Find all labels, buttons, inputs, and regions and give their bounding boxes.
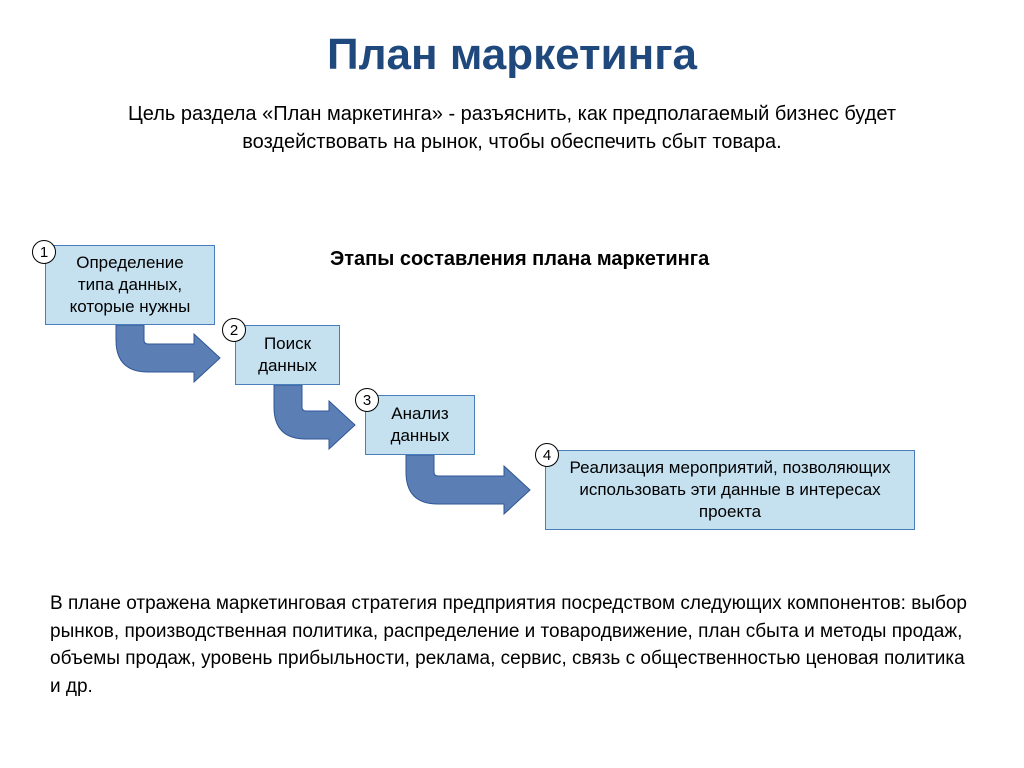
step-badge-2: 2	[222, 318, 246, 342]
step-box-1: Определение типа данных, которые нужны	[45, 245, 215, 325]
step-box-2: Поиск данных	[235, 325, 340, 385]
step-box-3: Анализ данных	[365, 395, 475, 455]
bottom-paragraph: В плане отражена маркетинговая стратегия…	[50, 590, 974, 700]
flow-arrow-2	[274, 385, 355, 449]
step-badge-3: 3	[355, 388, 379, 412]
flow-arrow-1	[116, 325, 220, 382]
step-badge-1: 1	[32, 240, 56, 264]
step-box-4: Реализация мероприятий, позволяющих испо…	[545, 450, 915, 530]
step-badge-4: 4	[535, 443, 559, 467]
flow-arrow-3	[406, 455, 530, 514]
